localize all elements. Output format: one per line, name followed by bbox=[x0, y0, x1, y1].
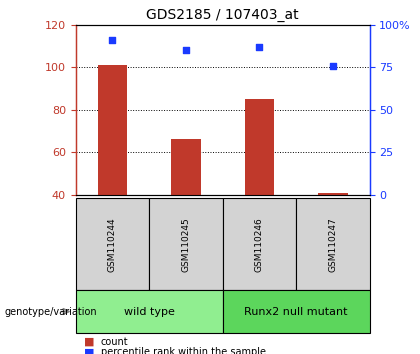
Point bbox=[182, 47, 189, 53]
Bar bbox=[97, 65, 127, 195]
Text: ■: ■ bbox=[84, 347, 94, 354]
Text: genotype/variation: genotype/variation bbox=[4, 307, 97, 316]
Point bbox=[256, 44, 263, 50]
Point bbox=[330, 63, 336, 68]
Text: Runx2 null mutant: Runx2 null mutant bbox=[244, 307, 348, 316]
Text: GSM110245: GSM110245 bbox=[181, 217, 190, 272]
Text: GSM110246: GSM110246 bbox=[255, 217, 264, 272]
Point bbox=[109, 37, 116, 43]
Bar bbox=[318, 193, 348, 195]
Text: wild type: wild type bbox=[123, 307, 175, 316]
Text: percentile rank within the sample: percentile rank within the sample bbox=[101, 347, 266, 354]
Text: GSM110247: GSM110247 bbox=[328, 217, 337, 272]
Text: ■: ■ bbox=[84, 337, 94, 347]
Text: count: count bbox=[101, 337, 129, 347]
Text: GSM110244: GSM110244 bbox=[108, 217, 117, 272]
Bar bbox=[244, 99, 274, 195]
Title: GDS2185 / 107403_at: GDS2185 / 107403_at bbox=[146, 8, 299, 22]
Bar bbox=[171, 139, 201, 195]
